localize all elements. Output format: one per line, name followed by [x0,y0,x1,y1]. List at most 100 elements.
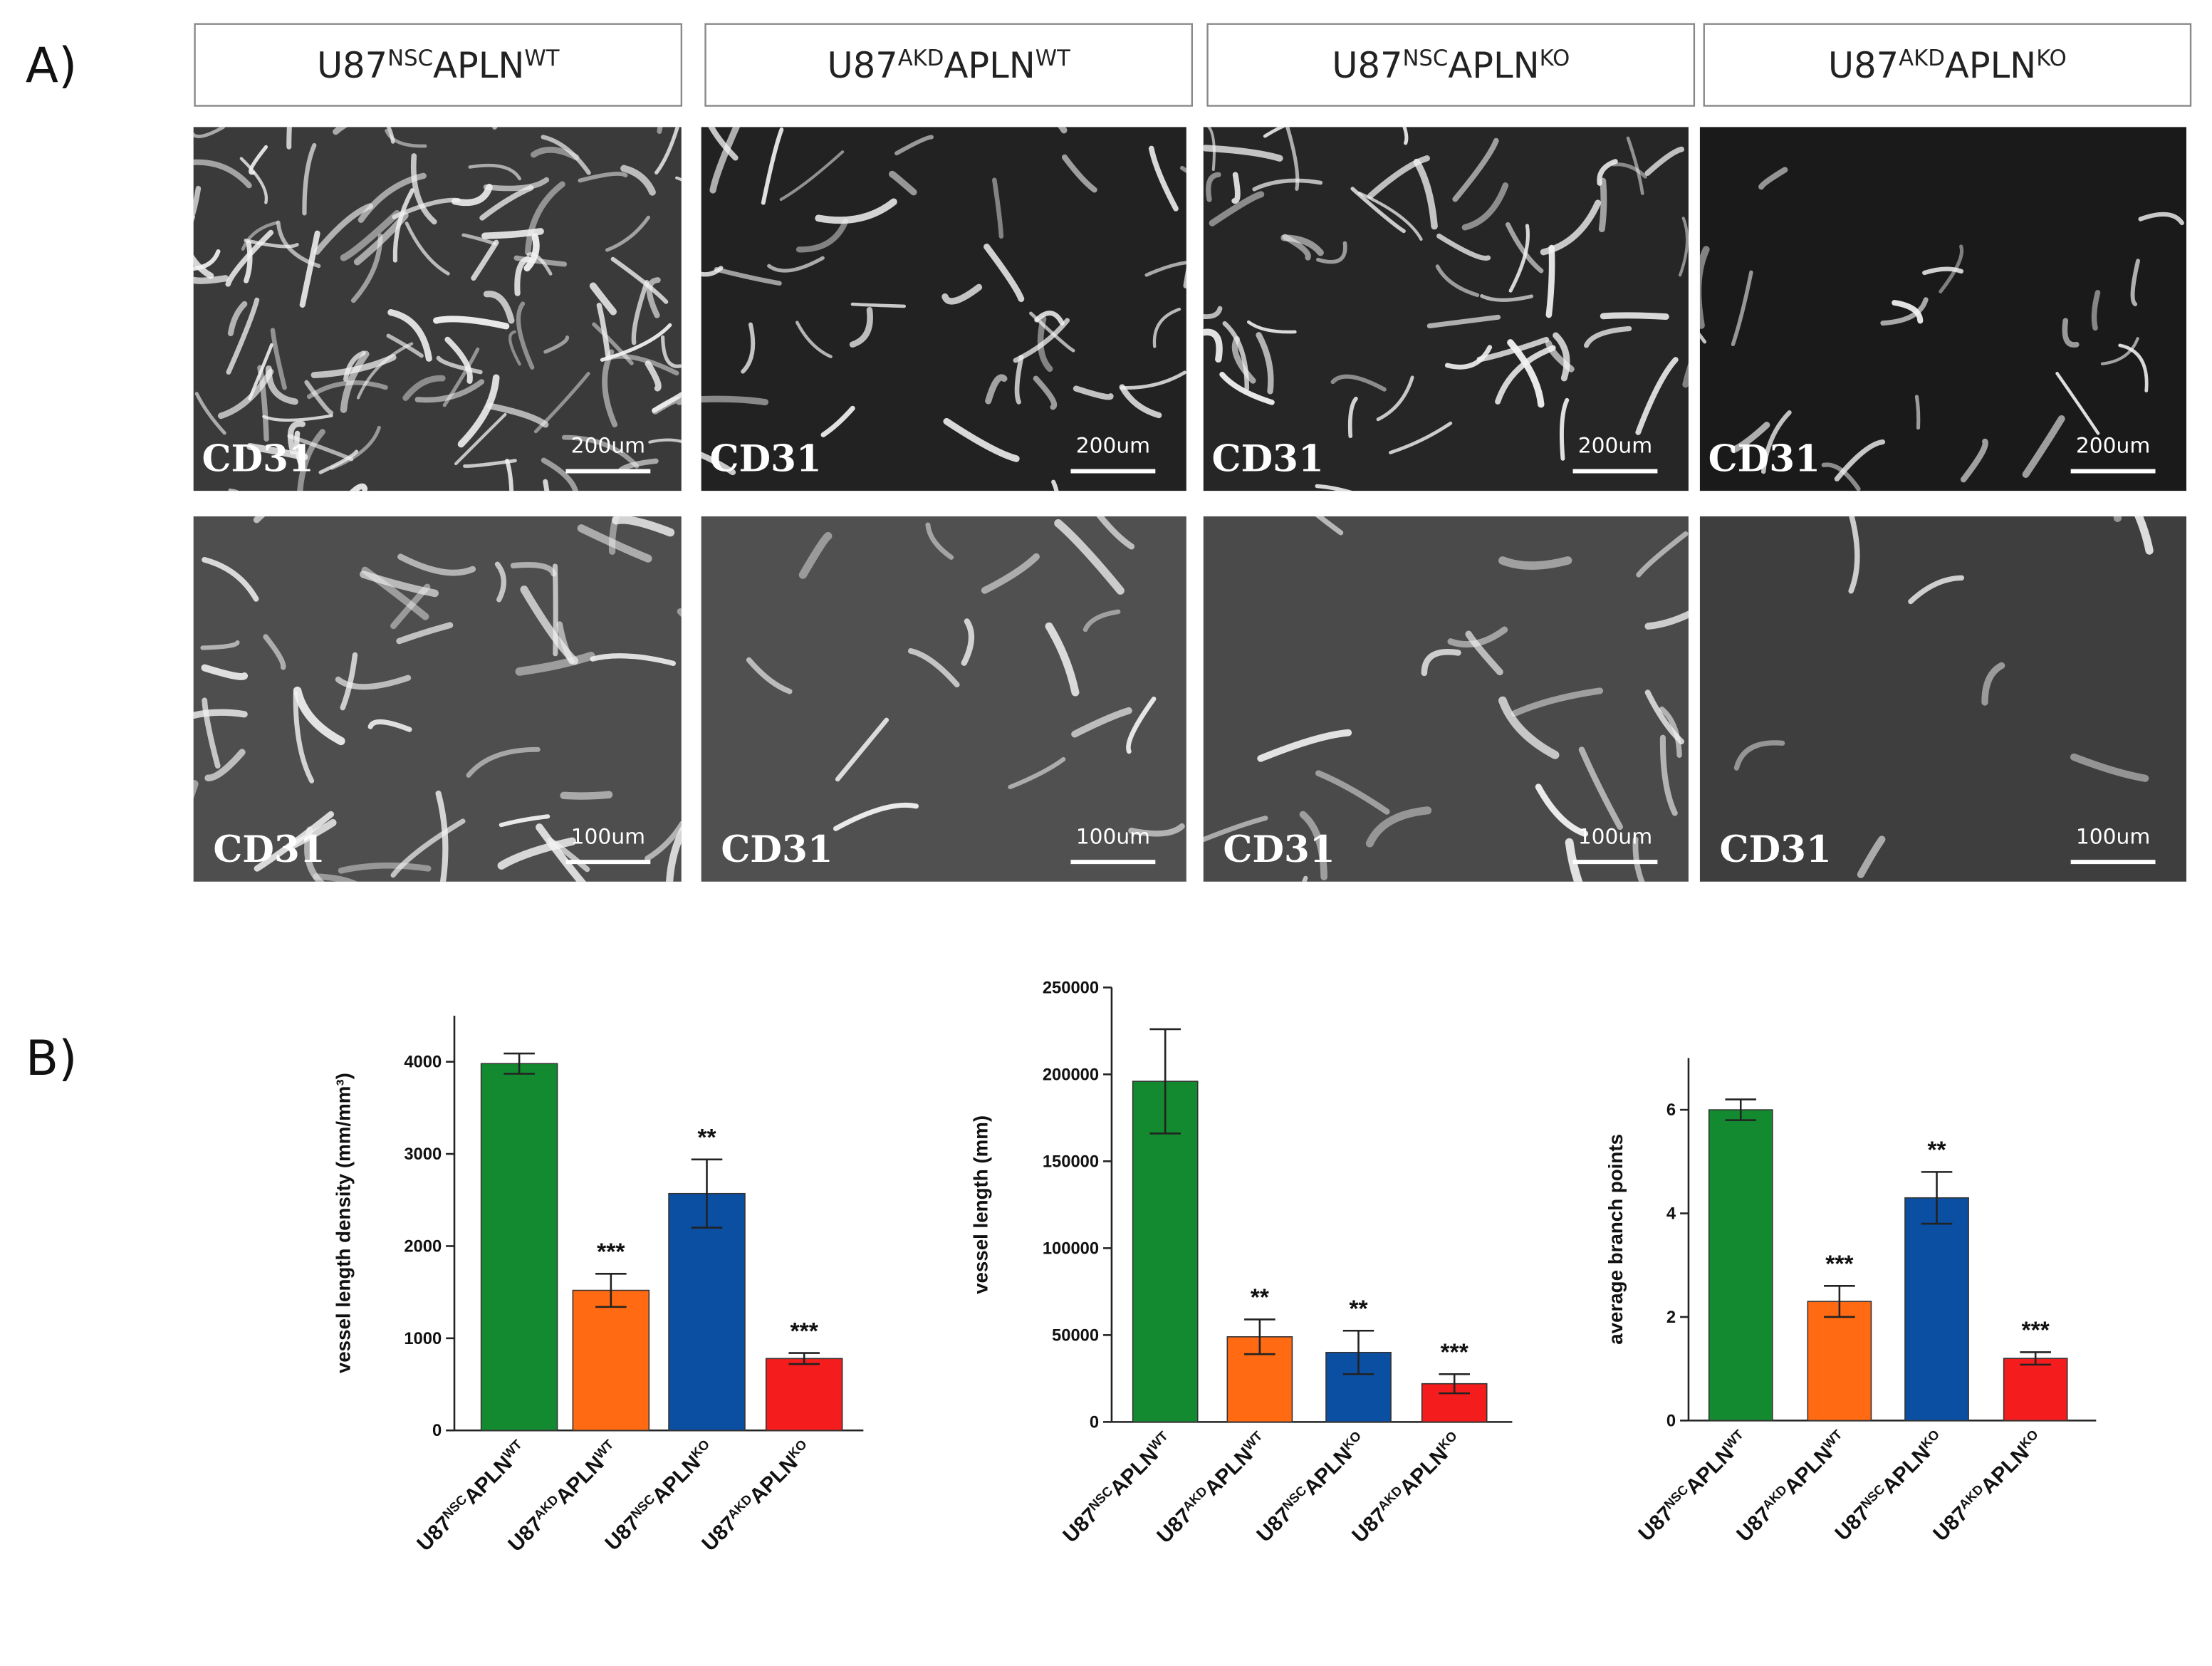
vessel [1316,241,1347,264]
vessel [577,524,652,563]
scale-label: 100um [1578,824,1652,849]
vessel [1071,707,1132,738]
vessel [833,802,919,831]
vessel [1013,318,1070,363]
vessel [1315,770,1390,815]
vessel [293,690,315,783]
vessel [1578,746,1623,831]
vessel [494,561,506,603]
vessel [263,634,286,670]
vessel [543,479,550,491]
y-tick-label: 50000 [1052,1326,1099,1345]
significance: *** [2022,1318,2050,1344]
vessel [1034,311,1065,326]
vessel [340,210,401,261]
vessel [1857,835,1886,878]
vessel [1402,127,1409,145]
bar [1708,1109,1773,1422]
vessel [510,562,557,577]
vessel [620,165,656,196]
vessel [1357,191,1423,241]
vessel [486,402,549,428]
error-bar [1725,1098,1757,1121]
vessel [2091,290,2101,331]
vessel [335,675,412,690]
vessel [1033,375,1058,410]
vessel [523,233,540,272]
vessel [1545,244,1555,318]
micrograph-bg [1203,516,1689,882]
vessel [661,335,682,368]
x-tick-label: U87AKDAPLNKO [697,1437,816,1556]
vessel [204,749,246,781]
y-tick-label: 4000 [404,1053,442,1072]
error-bar [1824,1285,1855,1318]
vessel [2022,415,2065,478]
stain-label: CD31 [721,828,833,871]
vessel [1203,816,1268,843]
vessel [1511,687,1604,717]
vessel [1367,155,1430,199]
vessel [390,818,466,878]
vessel [1880,297,1929,326]
vessel [941,283,983,305]
vessel [1282,234,1311,261]
vessel [333,127,348,135]
vessel [2100,337,2139,365]
vessel [466,746,541,778]
label-part: APLN [433,45,524,86]
vessel [1535,783,1589,837]
vessel [612,516,675,537]
vessel [313,203,373,255]
vessel [1120,370,1186,390]
y-tick-label: 0 [432,1421,442,1440]
vessel [746,657,793,694]
vessel [270,328,287,390]
vessel [1644,610,1689,630]
vessel [1758,167,1788,190]
vessel [313,873,358,882]
vessel [1821,462,1861,491]
column-header-box [194,23,683,107]
vessel [709,127,741,194]
vessel [543,335,570,354]
vessel [294,430,306,471]
vessel [193,159,252,189]
vessel [239,157,268,204]
vessel [1206,172,1221,202]
vessel [396,622,454,645]
vessel [1246,320,1297,334]
vessel [1222,321,1250,391]
vessel [1209,191,1265,227]
label-part: U87 [317,45,387,86]
vessel [1939,244,1964,293]
vessel [1315,516,1344,536]
vessel [943,417,1020,462]
vessel [405,222,450,276]
vessel [361,566,429,620]
vessel [246,443,308,461]
vessel [1389,421,1453,454]
label-part: APLN [1448,45,1539,86]
vessel [1733,740,1785,771]
micrograph [1203,127,1689,491]
vessel [925,522,954,560]
vessel [631,279,649,345]
vessel [1598,177,1607,233]
y-tick-label: 3000 [404,1145,442,1164]
significance: ** [1251,1285,1270,1311]
vessel [648,438,682,444]
y-tick-label: 4 [1666,1204,1676,1223]
column-header-box [1703,23,2192,107]
column-header: U87NSCAPLNKO [1332,45,1570,86]
error-bar [1342,1329,1374,1375]
vessel [645,360,662,392]
vessel [541,135,591,175]
vessel [193,709,248,719]
scale-label: 200um [1578,434,1652,459]
vessel [241,221,278,251]
vessel [1301,875,1308,882]
y-tick-label: 100000 [1043,1239,1099,1258]
error-bar [788,1352,820,1365]
vessel [1299,811,1327,880]
